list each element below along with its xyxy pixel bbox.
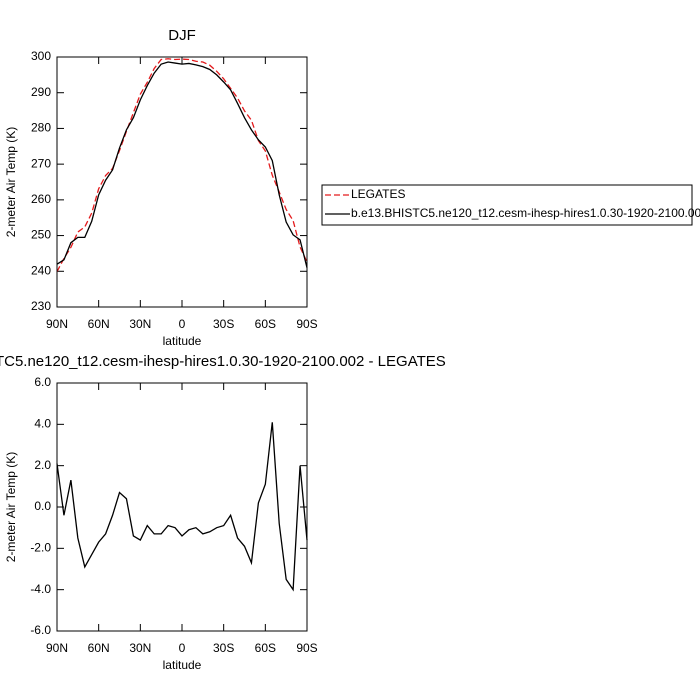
x-tick-label: 90S	[296, 641, 317, 655]
x-tick-label: 90S	[296, 317, 317, 331]
y-tick-label: 4.0	[34, 417, 51, 431]
chart-title: b.e13.BHISTC5.ne120_t12.cesm-ihesp-hires…	[0, 353, 446, 370]
y-tick-label: 6.0	[34, 375, 51, 389]
legend-box	[321, 184, 693, 226]
x-tick-label: 60S	[255, 317, 276, 331]
x-tick-label: 60N	[88, 317, 110, 331]
y-tick-label: 300	[31, 49, 51, 63]
y-tick-label: 280	[31, 121, 51, 135]
x-tick-label: 0	[179, 641, 186, 655]
x-axis-label: latitude	[163, 658, 202, 672]
y-tick-label: -2.0	[30, 541, 51, 555]
y-tick-label: 250	[31, 228, 51, 242]
x-tick-label: 30S	[213, 641, 234, 655]
legend: LEGATES b.e13.BHISTC5.ne120_t12.cesm-ihes…	[321, 184, 700, 226]
chart-title: DJF	[168, 27, 196, 44]
y-tick-label: 290	[31, 85, 51, 99]
x-tick-label: 60N	[88, 641, 110, 655]
x-tick-label: 30S	[213, 317, 234, 331]
plot-frame	[56, 382, 308, 632]
y-axis-label: 2-meter Air Temp (K)	[4, 452, 18, 562]
y-tick-label: 2.0	[34, 458, 51, 472]
x-axis-label: latitude	[163, 334, 202, 348]
x-tick-label: 90N	[46, 317, 68, 331]
y-tick-label: 270	[31, 156, 51, 170]
legend-label: b.e13.BHISTC5.ne120_t12.cesm-ihesp-hires…	[351, 206, 700, 220]
y-tick-label: 260	[31, 192, 51, 206]
y-tick-label: -4.0	[30, 582, 51, 596]
data-line	[56, 422, 308, 592]
y-tick-label: -6.0	[30, 623, 51, 637]
data-line	[56, 58, 308, 272]
legend-label: LEGATES	[351, 187, 405, 201]
x-tick-label: 30N	[129, 641, 151, 655]
y-tick-label: 240	[31, 263, 51, 277]
y-axis-label: 2-meter Air Temp (K)	[4, 127, 18, 237]
x-tick-label: 30N	[129, 317, 151, 331]
x-tick-label: 60S	[255, 641, 276, 655]
data-line	[56, 61, 308, 268]
x-tick-label: 90N	[46, 641, 68, 655]
y-tick-label: 0.0	[34, 499, 51, 513]
y-tick-label: 230	[31, 299, 51, 313]
plot-frame	[56, 56, 308, 308]
x-tick-label: 0	[179, 317, 186, 331]
